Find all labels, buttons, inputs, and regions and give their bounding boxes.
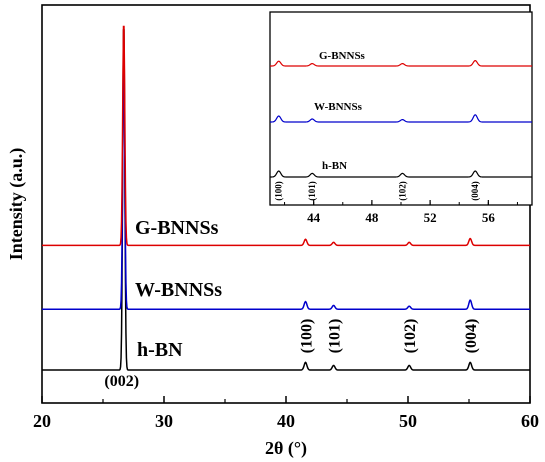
inset-annotation: (100)	[274, 181, 284, 201]
main-plot: 20 30 40 50 60 (002) (100) (101) (102) (004) h-B…	[6, 4, 539, 459]
inset-frame	[269, 11, 533, 206]
x-tick-label: 50	[399, 411, 417, 431]
inset-x-tick-label: 56	[482, 210, 496, 225]
inset-x-tick-label: 52	[424, 210, 437, 225]
x-axis-label: 2θ (°)	[265, 438, 307, 459]
x-tick-label: 20	[33, 411, 51, 431]
annotation-peak: (100)	[299, 319, 316, 354]
annotation-peak: (101)	[327, 319, 344, 354]
inset-annotation: (004)	[470, 181, 480, 201]
series-label-h-bn: h-BN	[137, 339, 183, 361]
inset-series-labels: G-BNNSs W-BNNSs h-BN	[314, 50, 366, 172]
series-labels: h-BN W-BNNSs G-BNNSs	[135, 217, 222, 361]
y-axis-label: Intensity (a.u.)	[6, 148, 27, 261]
inset-annotation: (102)	[397, 181, 407, 201]
x-tick-label: 30	[155, 411, 173, 431]
inset-x-tick-label: 48	[365, 210, 379, 225]
series-line-g-bnnss	[42, 25, 530, 247]
x-tick-label: 60	[521, 411, 539, 431]
series-label-g-bnnss: G-BNNSs	[135, 217, 219, 239]
series-label-w-bnnss: W-BNNSs	[135, 279, 222, 301]
annotation-peak: (102)	[402, 319, 419, 354]
x-tick-label: 40	[277, 411, 295, 431]
series-group	[42, 25, 530, 371]
inset-series-label: W-BNNSs	[314, 101, 363, 113]
annotation-peak: (004)	[463, 319, 480, 354]
inset-series-line-h-bn	[270, 170, 532, 178]
x-axis-ticks: 20 30 40 50 60	[33, 396, 539, 431]
inset-x-tick-label: 44	[307, 210, 321, 225]
inset-series-line-w-bnnss	[270, 114, 532, 123]
peak-annotations: (002) (100) (101) (102) (004)	[104, 319, 480, 390]
annotation-002: (002)	[104, 373, 139, 390]
inset-series-label: G-BNNSs	[319, 50, 366, 62]
inset-x-ticks: 44 48 52 56	[284, 200, 518, 225]
inset-series-line-g-bnnss	[270, 59, 532, 67]
inset-series-group	[270, 59, 532, 178]
inset-annotation: (101)	[307, 181, 317, 201]
inset-series-label: h-BN	[322, 160, 347, 172]
inset-annotations: (100) (101) (102) (004)	[274, 181, 481, 201]
